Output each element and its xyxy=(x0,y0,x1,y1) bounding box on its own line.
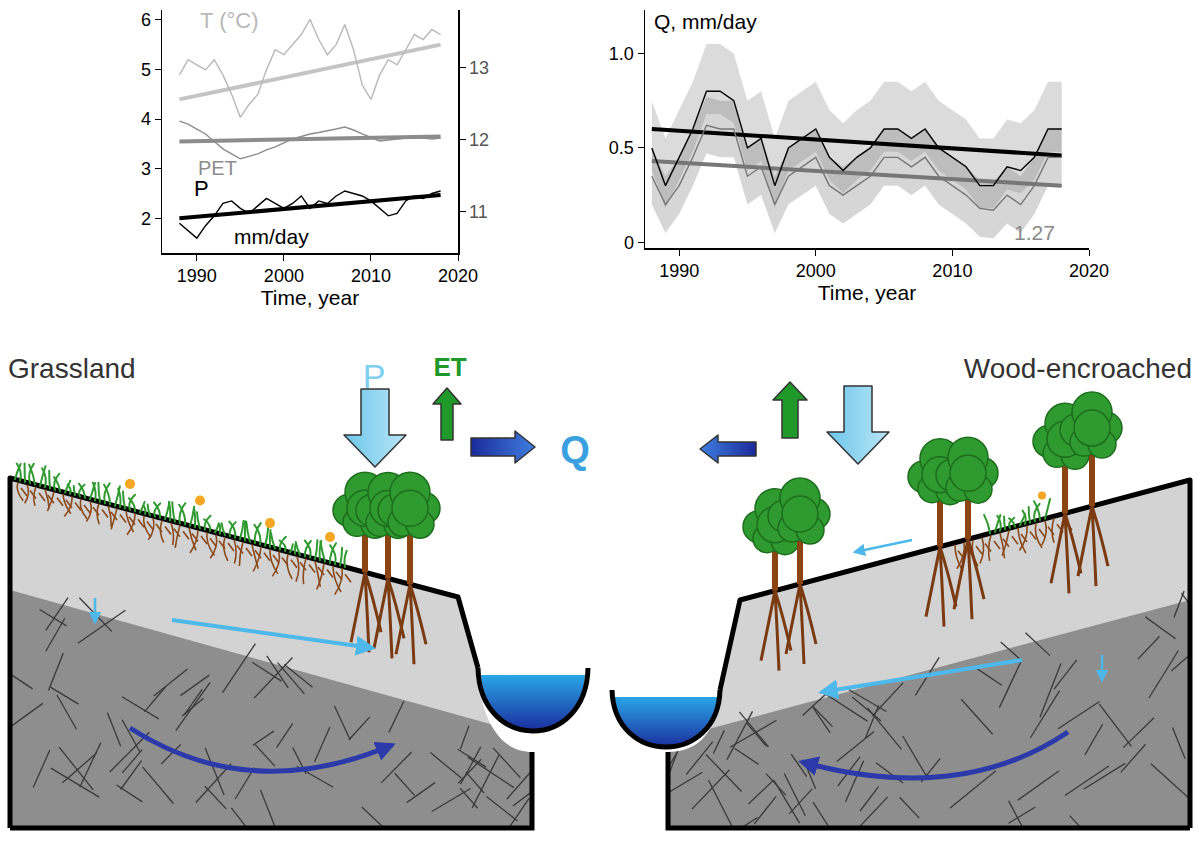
svg-text:mm/day: mm/day xyxy=(234,225,309,248)
svg-text:13: 13 xyxy=(469,58,489,78)
svg-text:T (°C): T (°C) xyxy=(200,8,259,33)
svg-text:ET: ET xyxy=(433,352,466,382)
svg-text:Time, year: Time, year xyxy=(261,286,359,309)
svg-text:2010: 2010 xyxy=(351,266,391,286)
svg-text:5: 5 xyxy=(141,60,151,80)
svg-text:Grassland: Grassland xyxy=(8,353,136,384)
svg-text:2000: 2000 xyxy=(264,266,304,286)
svg-text:2020: 2020 xyxy=(1069,261,1109,281)
svg-text:2020: 2020 xyxy=(438,266,478,286)
svg-text:1.27: 1.27 xyxy=(1014,221,1055,244)
svg-text:4: 4 xyxy=(141,109,151,129)
svg-text:2: 2 xyxy=(141,209,151,229)
svg-text:0.5: 0.5 xyxy=(609,138,634,158)
svg-text:3: 3 xyxy=(141,159,151,179)
svg-text:PET: PET xyxy=(198,157,237,179)
svg-text:P: P xyxy=(194,176,209,201)
svg-text:11: 11 xyxy=(469,202,488,222)
svg-text:Q, mm/day: Q, mm/day xyxy=(654,10,757,33)
svg-text:12: 12 xyxy=(469,130,489,150)
svg-text:1990: 1990 xyxy=(177,266,217,286)
svg-text:0: 0 xyxy=(624,233,634,253)
svg-text:Wood-encroached: Wood-encroached xyxy=(964,353,1192,384)
svg-text:6: 6 xyxy=(141,10,151,30)
svg-text:2010: 2010 xyxy=(932,261,972,281)
svg-text:Q: Q xyxy=(560,429,590,471)
svg-text:2000: 2000 xyxy=(796,261,836,281)
svg-text:P: P xyxy=(363,357,386,395)
svg-text:1.0: 1.0 xyxy=(609,44,634,64)
svg-text:1990: 1990 xyxy=(659,261,699,281)
svg-text:Time, year: Time, year xyxy=(818,281,916,304)
